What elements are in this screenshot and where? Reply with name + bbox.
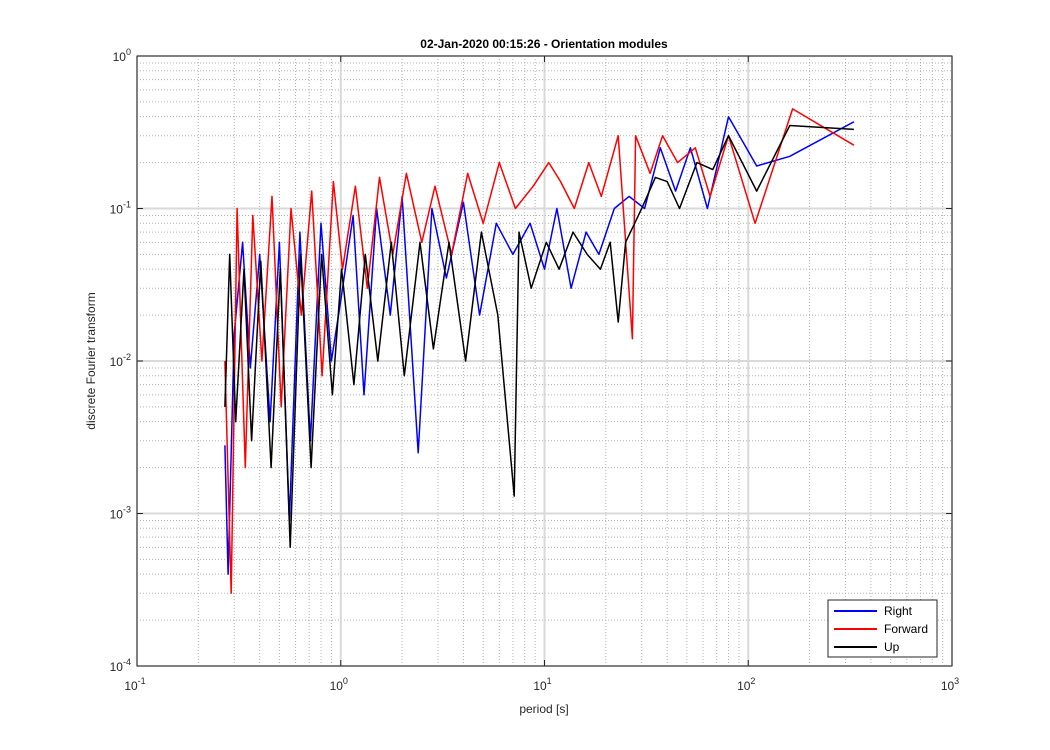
y-tick-label: 10-2 bbox=[110, 352, 131, 369]
series-layer bbox=[224, 108, 855, 594]
y-axis-label: discrete Fourier transform bbox=[84, 292, 98, 429]
x-tick-label: 100 bbox=[330, 676, 348, 693]
ticks: 10-1 100 101 102 103 10-4 10-3 10-2 10-1 100 bbox=[110, 47, 960, 693]
x-tick-label: 102 bbox=[737, 676, 755, 693]
y-tick-label: 10-1 bbox=[110, 200, 131, 217]
series-line-right bbox=[224, 115, 855, 575]
y-tick-label: 100 bbox=[113, 47, 131, 64]
series-line-up bbox=[224, 124, 854, 549]
legend-label-right: Right bbox=[884, 604, 913, 618]
x-tick-label: 10-1 bbox=[124, 676, 145, 693]
legend-label-up: Up bbox=[884, 640, 900, 654]
chart-title: 02-Jan-2020 00:15:26 - Orientation modul… bbox=[420, 37, 668, 51]
x-axis-label: period [s] bbox=[519, 702, 568, 716]
x-tick-label: 103 bbox=[941, 676, 959, 693]
y-tick-label: 10-3 bbox=[110, 505, 131, 522]
series-line-forward bbox=[224, 108, 855, 594]
legend: Right Forward Up bbox=[827, 599, 938, 658]
x-tick-label: 101 bbox=[533, 676, 551, 693]
y-tick-label: 10-4 bbox=[110, 657, 131, 674]
legend-label-forward: Forward bbox=[884, 622, 928, 636]
